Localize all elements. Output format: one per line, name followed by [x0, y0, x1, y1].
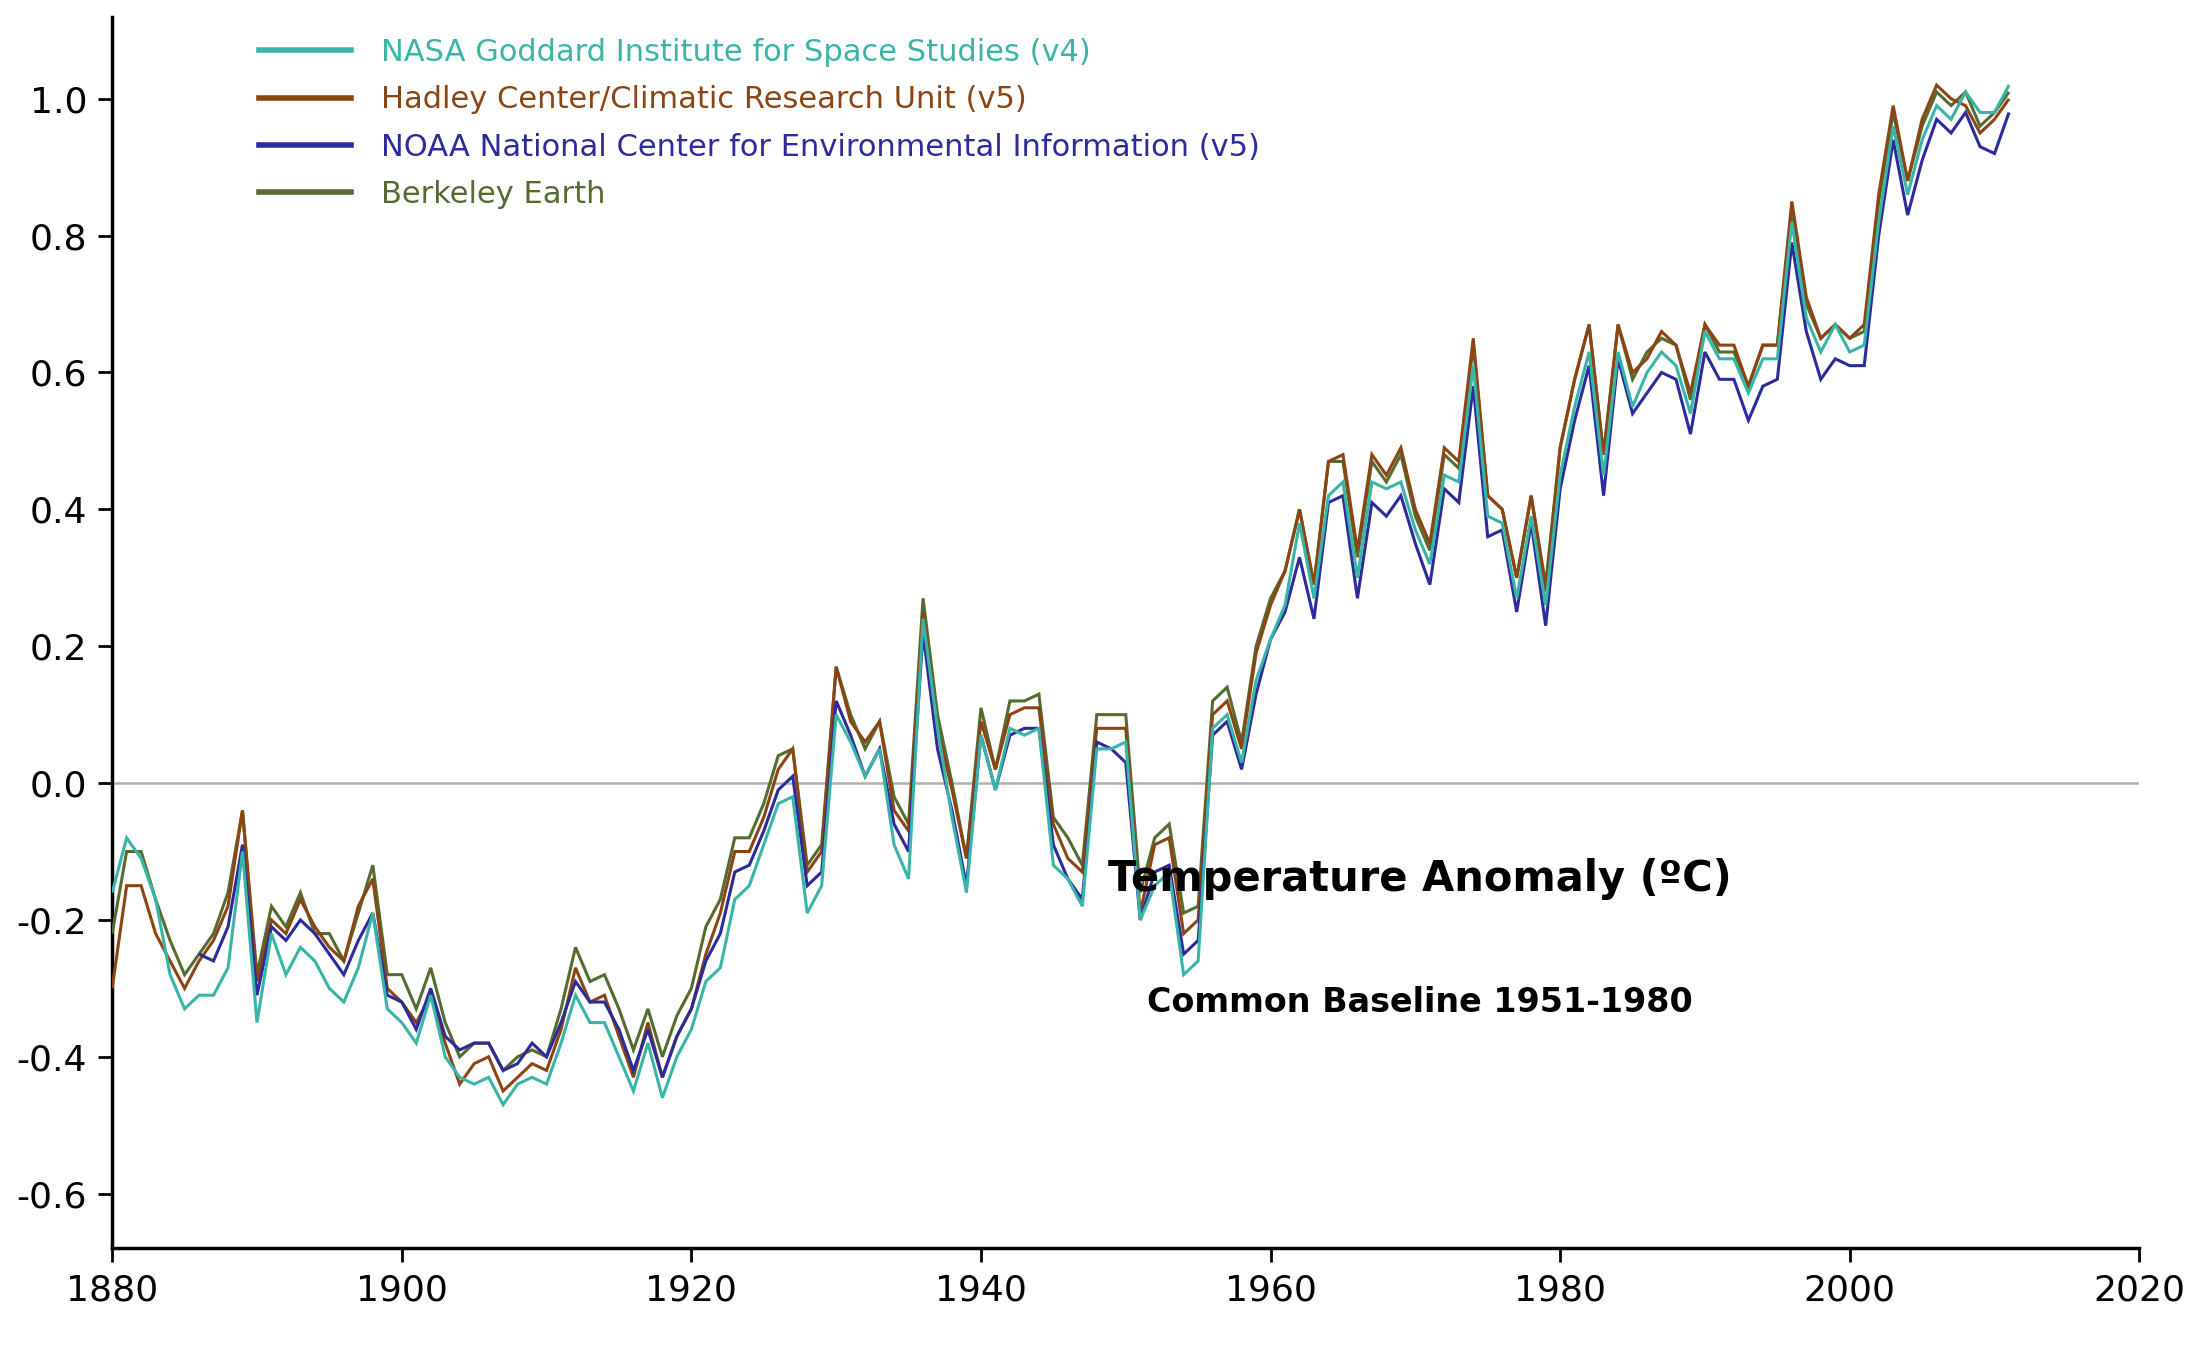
Berkeley Earth	[99, 925, 126, 942]
Berkeley Earth	[489, 1062, 515, 1078]
Line: Berkeley Earth: Berkeley Earth	[112, 91, 2008, 1070]
Berkeley Earth	[694, 919, 720, 935]
Line: Hadley Center/Climatic Research Unit (v5): Hadley Center/Climatic Research Unit (v5…	[112, 85, 2008, 1091]
Hadley Center/Climatic Research Unit (v5)	[1649, 324, 1676, 340]
Berkeley Earth	[330, 953, 357, 969]
Hadley Center/Climatic Research Unit (v5)	[1634, 351, 1660, 367]
Hadley Center/Climatic Research Unit (v5)	[1922, 76, 1949, 93]
NOAA National Center for Environmental Information (v5)	[663, 1028, 689, 1044]
NOAA National Center for Environmental Information (v5)	[1315, 494, 1341, 511]
Berkeley Earth	[1634, 344, 1660, 360]
NOAA National Center for Environmental Information (v5)	[1273, 603, 1299, 620]
Berkeley Earth	[258, 898, 284, 915]
NASA Goddard Institute for Space Studies (v4)	[330, 994, 357, 1010]
Berkeley Earth	[1922, 83, 1949, 100]
Legend: NASA Goddard Institute for Space Studies (v4), Hadley Center/Climatic Research U: NASA Goddard Institute for Space Studies…	[260, 38, 1260, 209]
NOAA National Center for Environmental Information (v5)	[650, 1069, 676, 1085]
Hadley Center/Climatic Research Unit (v5)	[99, 980, 126, 996]
Line: NOAA National Center for Environmental Information (v5): NOAA National Center for Environmental I…	[198, 112, 2008, 1077]
NASA Goddard Institute for Space Studies (v4)	[489, 1096, 515, 1112]
NASA Goddard Institute for Space Studies (v4)	[258, 925, 284, 942]
Berkeley Earth	[1995, 83, 2021, 100]
Hadley Center/Climatic Research Unit (v5)	[694, 946, 720, 962]
Text: Common Baseline 1951-1980: Common Baseline 1951-1980	[1147, 986, 1693, 1018]
NASA Goddard Institute for Space Studies (v4)	[1649, 344, 1676, 360]
Hadley Center/Climatic Research Unit (v5)	[258, 912, 284, 928]
NOAA National Center for Environmental Information (v5)	[1995, 104, 2021, 120]
NOAA National Center for Environmental Information (v5)	[185, 946, 211, 962]
NASA Goddard Institute for Space Studies (v4)	[1995, 76, 2021, 93]
NOAA National Center for Environmental Information (v5)	[1403, 535, 1429, 551]
Hadley Center/Climatic Research Unit (v5)	[1995, 90, 2021, 106]
Line: NASA Goddard Institute for Space Studies (v4): NASA Goddard Institute for Space Studies…	[112, 85, 2008, 1104]
NOAA National Center for Environmental Information (v5)	[302, 925, 328, 942]
Hadley Center/Climatic Research Unit (v5)	[489, 1082, 515, 1099]
NASA Goddard Institute for Space Studies (v4)	[694, 973, 720, 990]
NASA Goddard Institute for Space Studies (v4)	[1634, 364, 1660, 381]
Hadley Center/Climatic Research Unit (v5)	[751, 809, 777, 826]
Berkeley Earth	[751, 796, 777, 812]
NOAA National Center for Environmental Information (v5)	[1055, 871, 1081, 887]
Berkeley Earth	[1649, 330, 1676, 347]
Hadley Center/Climatic Research Unit (v5)	[330, 953, 357, 969]
NASA Goddard Institute for Space Studies (v4)	[751, 837, 777, 853]
NASA Goddard Institute for Space Studies (v4)	[99, 885, 126, 901]
NOAA National Center for Environmental Information (v5)	[1953, 104, 1980, 120]
Text: Temperature Anomaly (ºC): Temperature Anomaly (ºC)	[1108, 857, 1731, 900]
